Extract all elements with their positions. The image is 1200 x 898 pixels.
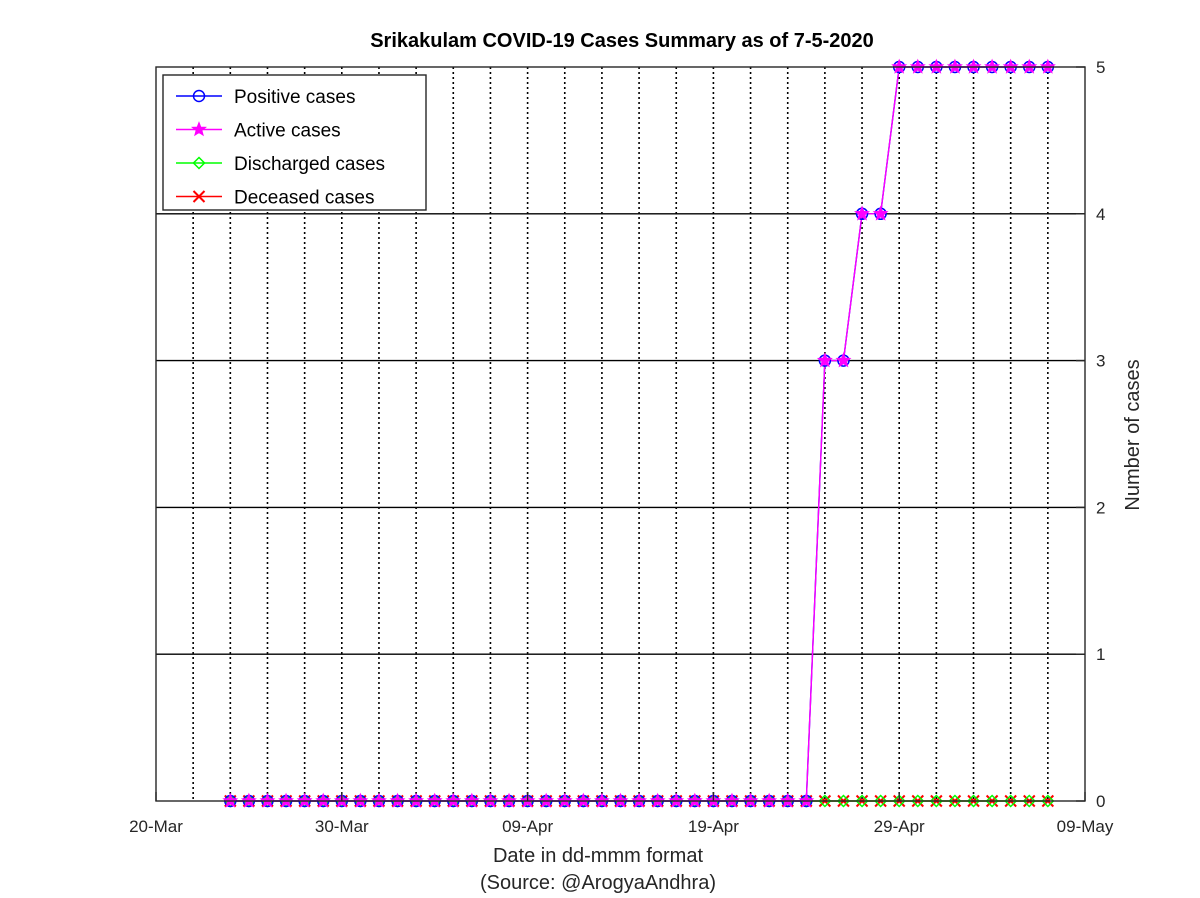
- legend-marker-active-cases: [191, 121, 207, 137]
- data-point-discharged-cases: [1041, 794, 1055, 808]
- x-tick-label: 30-Mar: [315, 817, 369, 836]
- legend-marker-positive-cases: [192, 89, 206, 103]
- data-point-discharged-cases: [1004, 794, 1018, 808]
- data-point-discharged-cases: [911, 794, 925, 808]
- legend: Positive cases Active cases Discharged cas…: [162, 74, 427, 211]
- legend-label-positive-cases: Positive cases: [234, 87, 355, 108]
- x-tick-label: 29-Apr: [874, 817, 925, 836]
- tick-labels: 0 1 2 3 4 5 20-Mar 30-Mar 09-Apr 19-Apr 29-Apr 09-M…: [129, 58, 1114, 836]
- legend-box: [162, 74, 427, 211]
- data-point-discharged-cases: [929, 794, 943, 808]
- data-point-discharged-cases: [836, 794, 851, 808]
- data-point-discharged-cases: [874, 794, 888, 808]
- y-tick-label: 2: [1096, 498, 1105, 517]
- x-tick-label: 20-Mar: [129, 817, 183, 836]
- legend-label-discharged-cases: Discharged cases: [234, 154, 385, 175]
- legend-label-deceased-cases: Deceased cases: [234, 188, 374, 209]
- y-axis-label: Number of cases: [1122, 359, 1144, 510]
- data-point-discharged-cases: [1022, 794, 1036, 808]
- legend-marker-deceased-cases: [192, 190, 206, 203]
- data-point-active-cases: [835, 352, 852, 368]
- chart-title: Srikakulam COVID-19 Cases Summary as of …: [370, 30, 874, 52]
- data-point-active-cases: [872, 205, 889, 221]
- legend-marker-discharged-cases: [192, 156, 206, 170]
- axes: [155, 66, 1086, 802]
- y-tick-label: 3: [1096, 352, 1105, 371]
- x-tick-label: 19-Apr: [688, 817, 739, 836]
- data-point-discharged-cases: [892, 794, 906, 808]
- data-point-active-cases: [816, 352, 833, 368]
- axes-box: [155, 66, 1086, 802]
- y-tick-label: 1: [1096, 645, 1105, 664]
- x-axis-source-label: (Source: @ArogyaAndhra): [480, 872, 716, 894]
- y-tick-label: 4: [1096, 205, 1105, 224]
- legend-label-active-cases: Active cases: [234, 121, 341, 142]
- x-tick-label: 09-Apr: [502, 817, 553, 836]
- data-point-discharged-cases: [855, 794, 869, 808]
- data-point-discharged-cases: [966, 794, 981, 808]
- x-tick-label: 09-May: [1057, 817, 1114, 836]
- data-point-active-cases: [854, 205, 871, 221]
- data-point-discharged-cases: [948, 794, 962, 808]
- y-tick-label: 5: [1096, 58, 1105, 77]
- y-tick-label: 0: [1096, 792, 1105, 811]
- x-axis-label: Date in dd-mmm format: [493, 845, 703, 867]
- grid-lines: [156, 67, 1085, 801]
- data-point-discharged-cases: [985, 794, 999, 808]
- data-point-discharged-cases: [818, 794, 832, 808]
